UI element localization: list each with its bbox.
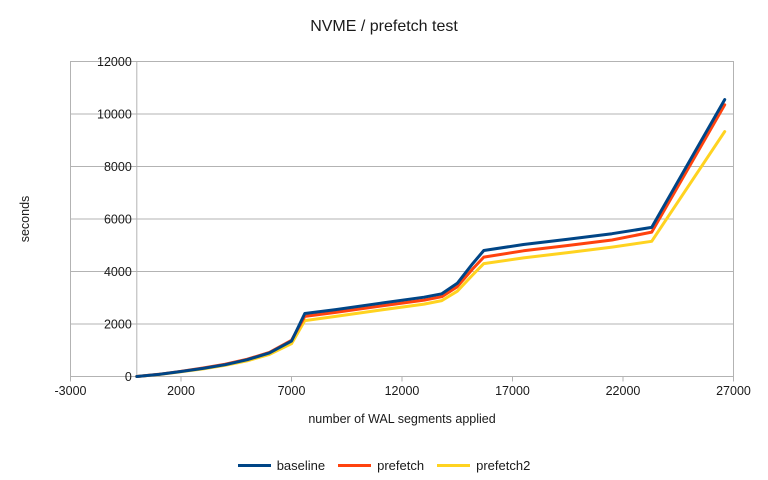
- legend-line-swatch-baseline: [237, 463, 271, 468]
- legend-label-prefetch: prefetch: [377, 458, 425, 473]
- chart-title: NVME / prefetch test: [310, 18, 458, 35]
- legend: baseline prefetch prefetch2: [0, 458, 768, 473]
- series-line-prefetch2: [135, 130, 727, 378]
- y-tick-label: 8000: [104, 160, 132, 174]
- legend-label-prefetch2: prefetch2: [476, 458, 531, 473]
- legend-label-baseline: baseline: [276, 458, 326, 473]
- y-tick-label: 6000: [104, 213, 132, 227]
- y-tick-label: 10000: [97, 108, 132, 122]
- legend-line-swatch-prefetch2: [437, 463, 471, 468]
- y-tick-label: 0: [125, 370, 132, 384]
- series-line-prefetch: [135, 103, 727, 378]
- x-tick-label: 7000: [278, 384, 306, 398]
- x-tick-label: 27000: [716, 384, 751, 398]
- legend-line-swatch-prefetch: [338, 463, 372, 468]
- legend-item-prefetch2: prefetch2: [437, 458, 530, 473]
- legend-item-baseline: baseline: [237, 458, 326, 473]
- series-line-baseline: [135, 98, 727, 378]
- legend-item-prefetch: prefetch: [338, 458, 424, 473]
- x-tick-label: 2000: [167, 384, 195, 398]
- y-tick-label: 2000: [104, 318, 132, 332]
- y-tick-label: 4000: [104, 265, 132, 279]
- x-tick-label: 22000: [606, 384, 641, 398]
- x-axis-title: number of WAL segments applied: [308, 412, 496, 426]
- y-tick-label: 12000: [97, 55, 132, 69]
- x-tick-label: 12000: [385, 384, 420, 398]
- x-tick-label: 17000: [495, 384, 530, 398]
- x-tick-label: -3000: [55, 384, 87, 398]
